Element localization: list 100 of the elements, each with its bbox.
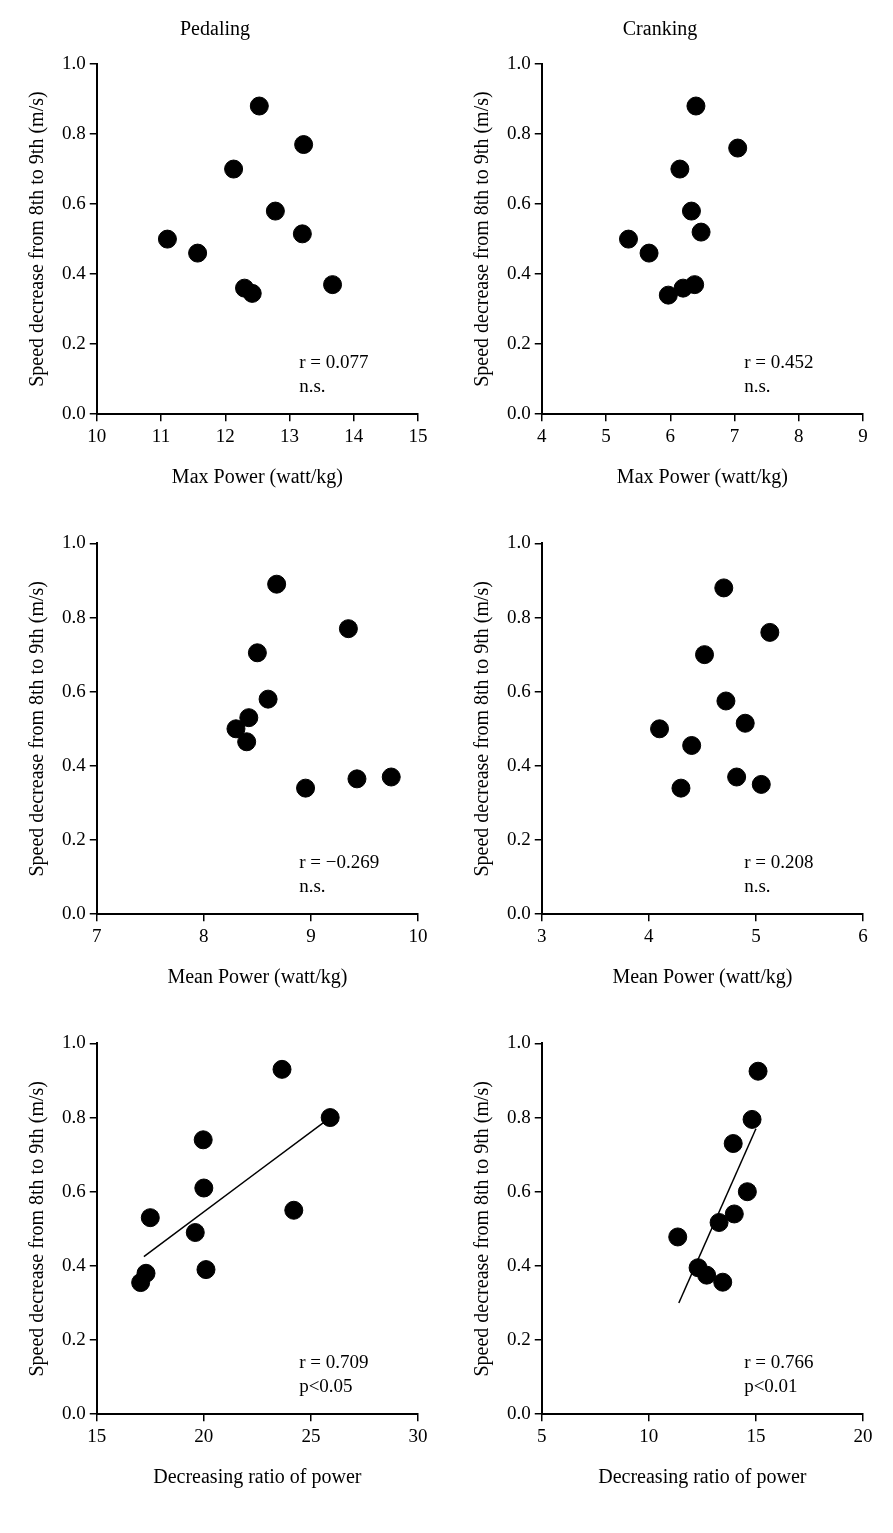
y-tick-label: 0.8 bbox=[62, 122, 86, 144]
point bbox=[714, 578, 734, 598]
point bbox=[258, 689, 278, 709]
x-tick-label: 30 bbox=[408, 1424, 428, 1446]
x-tick-label: 12 bbox=[215, 424, 235, 446]
annotation: n.s. bbox=[744, 375, 771, 397]
x-tick-label: 3 bbox=[537, 924, 547, 946]
point bbox=[685, 275, 705, 295]
y-tick-label: 0.6 bbox=[62, 679, 86, 701]
point bbox=[650, 719, 670, 739]
point bbox=[751, 774, 771, 794]
y-tick-label: 0.4 bbox=[62, 753, 87, 775]
annotation: n.s. bbox=[299, 375, 326, 397]
point bbox=[249, 96, 269, 116]
annotation: p<0.05 bbox=[299, 1375, 353, 1397]
x-tick-label: 6 bbox=[858, 924, 868, 946]
point bbox=[724, 1204, 744, 1224]
y-tick-label: 1.0 bbox=[62, 531, 86, 553]
point bbox=[196, 1260, 216, 1280]
y-tick-label: 0.2 bbox=[507, 332, 531, 354]
x-axis-title: Mean Power (watt/kg) bbox=[612, 965, 793, 989]
x-tick-label: 10 bbox=[639, 1424, 659, 1446]
x-tick-label: 8 bbox=[199, 924, 209, 946]
chart-title: Pedaling bbox=[180, 17, 250, 41]
x-tick-label: 9 bbox=[858, 424, 868, 446]
annotation: n.s. bbox=[744, 875, 771, 897]
point bbox=[267, 574, 287, 594]
point bbox=[224, 159, 244, 179]
y-tick-label: 0.8 bbox=[507, 1105, 531, 1127]
y-axis-title: Speed decrease from 8th to 9th (m/s) bbox=[470, 1081, 494, 1377]
y-tick-label: 0.6 bbox=[507, 192, 531, 214]
y-tick-label: 0.6 bbox=[62, 192, 86, 214]
y-tick-label: 0.0 bbox=[507, 402, 531, 424]
point bbox=[723, 1134, 743, 1154]
y-tick-label: 0.4 bbox=[507, 1253, 532, 1275]
point bbox=[323, 275, 343, 295]
x-axis-title: Mean Power (watt/kg) bbox=[167, 965, 348, 989]
point bbox=[713, 1272, 733, 1292]
chart-title: Cranking bbox=[622, 17, 698, 41]
annotation: n.s. bbox=[299, 875, 326, 897]
y-tick-label: 1.0 bbox=[62, 51, 86, 73]
point bbox=[226, 719, 246, 739]
point bbox=[639, 243, 659, 263]
y-axis-title: Speed decrease from 8th to 9th (m/s) bbox=[25, 91, 49, 387]
point bbox=[237, 732, 257, 752]
point bbox=[671, 778, 691, 798]
y-tick-label: 0.4 bbox=[62, 1253, 87, 1275]
point bbox=[242, 283, 262, 303]
y-tick-label: 0.4 bbox=[507, 753, 532, 775]
y-tick-label: 0.6 bbox=[507, 1179, 531, 1201]
x-tick-label: 6 bbox=[665, 424, 675, 446]
point bbox=[193, 1130, 213, 1150]
y-tick-label: 0.8 bbox=[62, 1105, 86, 1127]
x-axis-title: Decreasing ratio of power bbox=[598, 1465, 807, 1489]
y-tick-label: 0.6 bbox=[507, 679, 531, 701]
y-tick-label: 1.0 bbox=[62, 1031, 86, 1053]
annotation: r = 0.452 bbox=[744, 351, 814, 373]
x-tick-label: 10 bbox=[408, 924, 428, 946]
x-tick-label: 14 bbox=[344, 424, 364, 446]
point bbox=[381, 767, 401, 787]
y-tick-label: 0.8 bbox=[507, 122, 531, 144]
y-tick-label: 0.0 bbox=[507, 902, 531, 924]
x-tick-label: 10 bbox=[87, 424, 107, 446]
x-axis-title: Decreasing ratio of power bbox=[153, 1465, 362, 1489]
x-tick-label: 8 bbox=[794, 424, 804, 446]
y-tick-label: 0.0 bbox=[62, 1402, 86, 1424]
point bbox=[737, 1182, 757, 1202]
x-tick-label: 20 bbox=[853, 1424, 873, 1446]
x-tick-label: 5 bbox=[601, 424, 611, 446]
y-tick-label: 0.2 bbox=[507, 1328, 531, 1350]
y-tick-label: 0.6 bbox=[62, 1179, 86, 1201]
y-axis-title: Speed decrease from 8th to 9th (m/s) bbox=[470, 91, 494, 387]
point bbox=[338, 619, 358, 639]
y-tick-label: 0.0 bbox=[507, 1402, 531, 1424]
point bbox=[668, 1227, 688, 1247]
point bbox=[320, 1108, 340, 1128]
point bbox=[247, 643, 267, 663]
point bbox=[658, 285, 678, 305]
point bbox=[296, 778, 316, 798]
x-axis-title: Max Power (watt/kg) bbox=[616, 465, 788, 489]
point bbox=[760, 622, 780, 642]
point bbox=[695, 645, 715, 665]
y-tick-label: 0.2 bbox=[507, 828, 531, 850]
point bbox=[686, 96, 706, 116]
point bbox=[735, 713, 755, 733]
point bbox=[709, 1213, 729, 1232]
y-tick-label: 0.0 bbox=[62, 402, 86, 424]
point bbox=[185, 1223, 205, 1243]
x-tick-label: 25 bbox=[301, 1424, 321, 1446]
point bbox=[728, 138, 748, 158]
point bbox=[157, 229, 177, 249]
point bbox=[670, 159, 690, 179]
x-tick-label: 15 bbox=[87, 1424, 107, 1446]
y-tick-label: 0.4 bbox=[507, 262, 532, 284]
point bbox=[272, 1059, 292, 1079]
point bbox=[140, 1208, 160, 1228]
y-tick-label: 1.0 bbox=[507, 531, 531, 553]
point bbox=[265, 201, 285, 221]
y-tick-label: 0.8 bbox=[62, 605, 86, 627]
y-axis-title: Speed decrease from 8th to 9th (m/s) bbox=[25, 1081, 49, 1377]
